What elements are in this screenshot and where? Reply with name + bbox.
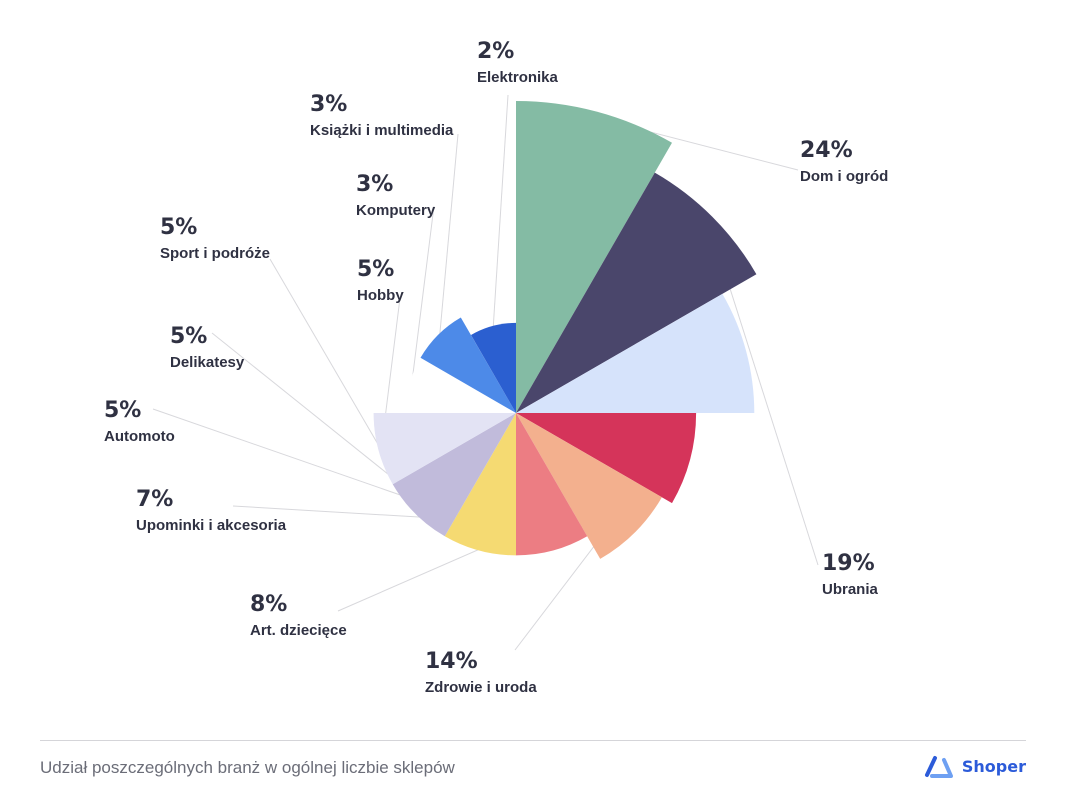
leader-line-komputery [411, 205, 435, 386]
slice-dom-i-ogrod[interactable] [516, 101, 672, 413]
slice-label-hobby: Hobby [357, 287, 404, 304]
slice-label-automoto: Automoto [104, 428, 175, 445]
slice-percent-dom-i-ogrod: 24% [800, 138, 853, 163]
slice-percent-komputery: 3% [356, 172, 393, 197]
slice-zdrowie-i-uroda[interactable] [516, 293, 755, 413]
slice-ubrania[interactable] [516, 172, 757, 413]
slice-percent-automoto: 5% [104, 398, 141, 423]
slice-elektronika[interactable] [471, 322, 516, 413]
slice-label-upominki-i-akcesoria: Upominki i akcesoria [136, 517, 287, 534]
slice-percent-upominki-i-akcesoria: 7% [136, 487, 173, 512]
shoper-logo-icon [924, 756, 953, 778]
polar-area-chart: 24% Dom i ogród 19% Ubrania 14% Zdrowie i uro… [104, 39, 888, 696]
slice-art-dzieciece[interactable] [516, 413, 697, 504]
chart-labels: 24% Dom i ogród 19% Ubrania 14% Zdrowie i uro… [104, 39, 888, 696]
slice-percent-elektronika: 2% [477, 39, 514, 64]
slice-percent-delikatesy: 5% [170, 324, 207, 349]
slice-label-sport-i-podroze: Sport i podróże [160, 245, 270, 262]
slice-label-art-dzieciece: Art. dziecięce [250, 622, 347, 639]
slice-label-ubrania: Ubrania [822, 581, 879, 598]
slice-percent-hobby: 5% [357, 257, 394, 282]
slice-percent-zdrowie-i-uroda: 14% [425, 649, 478, 674]
slice-percent-ksiazki-i-multimedia: 3% [310, 92, 347, 117]
leader-line-elektronika [492, 94, 509, 328]
slice-komputery[interactable] [405, 357, 516, 413]
footer-divider [40, 740, 1026, 741]
slice-percent-sport-i-podroze: 5% [160, 215, 197, 240]
slice-label-elektronika: Elektronika [477, 69, 559, 86]
slice-label-ksiazki-i-multimedia: Książki i multimedia [310, 122, 454, 139]
slice-ksiazki-i-multimedia[interactable] [420, 317, 517, 414]
slice-percent-art-dzieciece: 8% [250, 592, 287, 617]
slice-sport-i-podroze[interactable] [392, 413, 516, 537]
slice-label-delikatesy: Delikatesy [170, 354, 245, 371]
slice-automoto[interactable] [516, 413, 588, 556]
brand-name: Shoper [961, 756, 1026, 776]
brand-logo[interactable]: Shoper [924, 752, 1026, 780]
slice-hobby[interactable] [373, 413, 516, 485]
slice-delikatesy[interactable] [444, 413, 516, 556]
slice-label-zdrowie-i-uroda: Zdrowie i uroda [425, 679, 537, 696]
chart-caption: Udział poszczególnych branż w ogólnej li… [40, 758, 455, 777]
slice-label-dom-i-ogrod: Dom i ogród [800, 168, 888, 185]
slice-label-komputery: Komputery [356, 202, 436, 219]
chart-slices [373, 101, 757, 559]
leader-line-ksiazki-i-multimedia [439, 133, 459, 337]
slice-percent-ubrania: 19% [822, 551, 875, 576]
slice-upominki-i-akcesoria[interactable] [516, 413, 662, 559]
